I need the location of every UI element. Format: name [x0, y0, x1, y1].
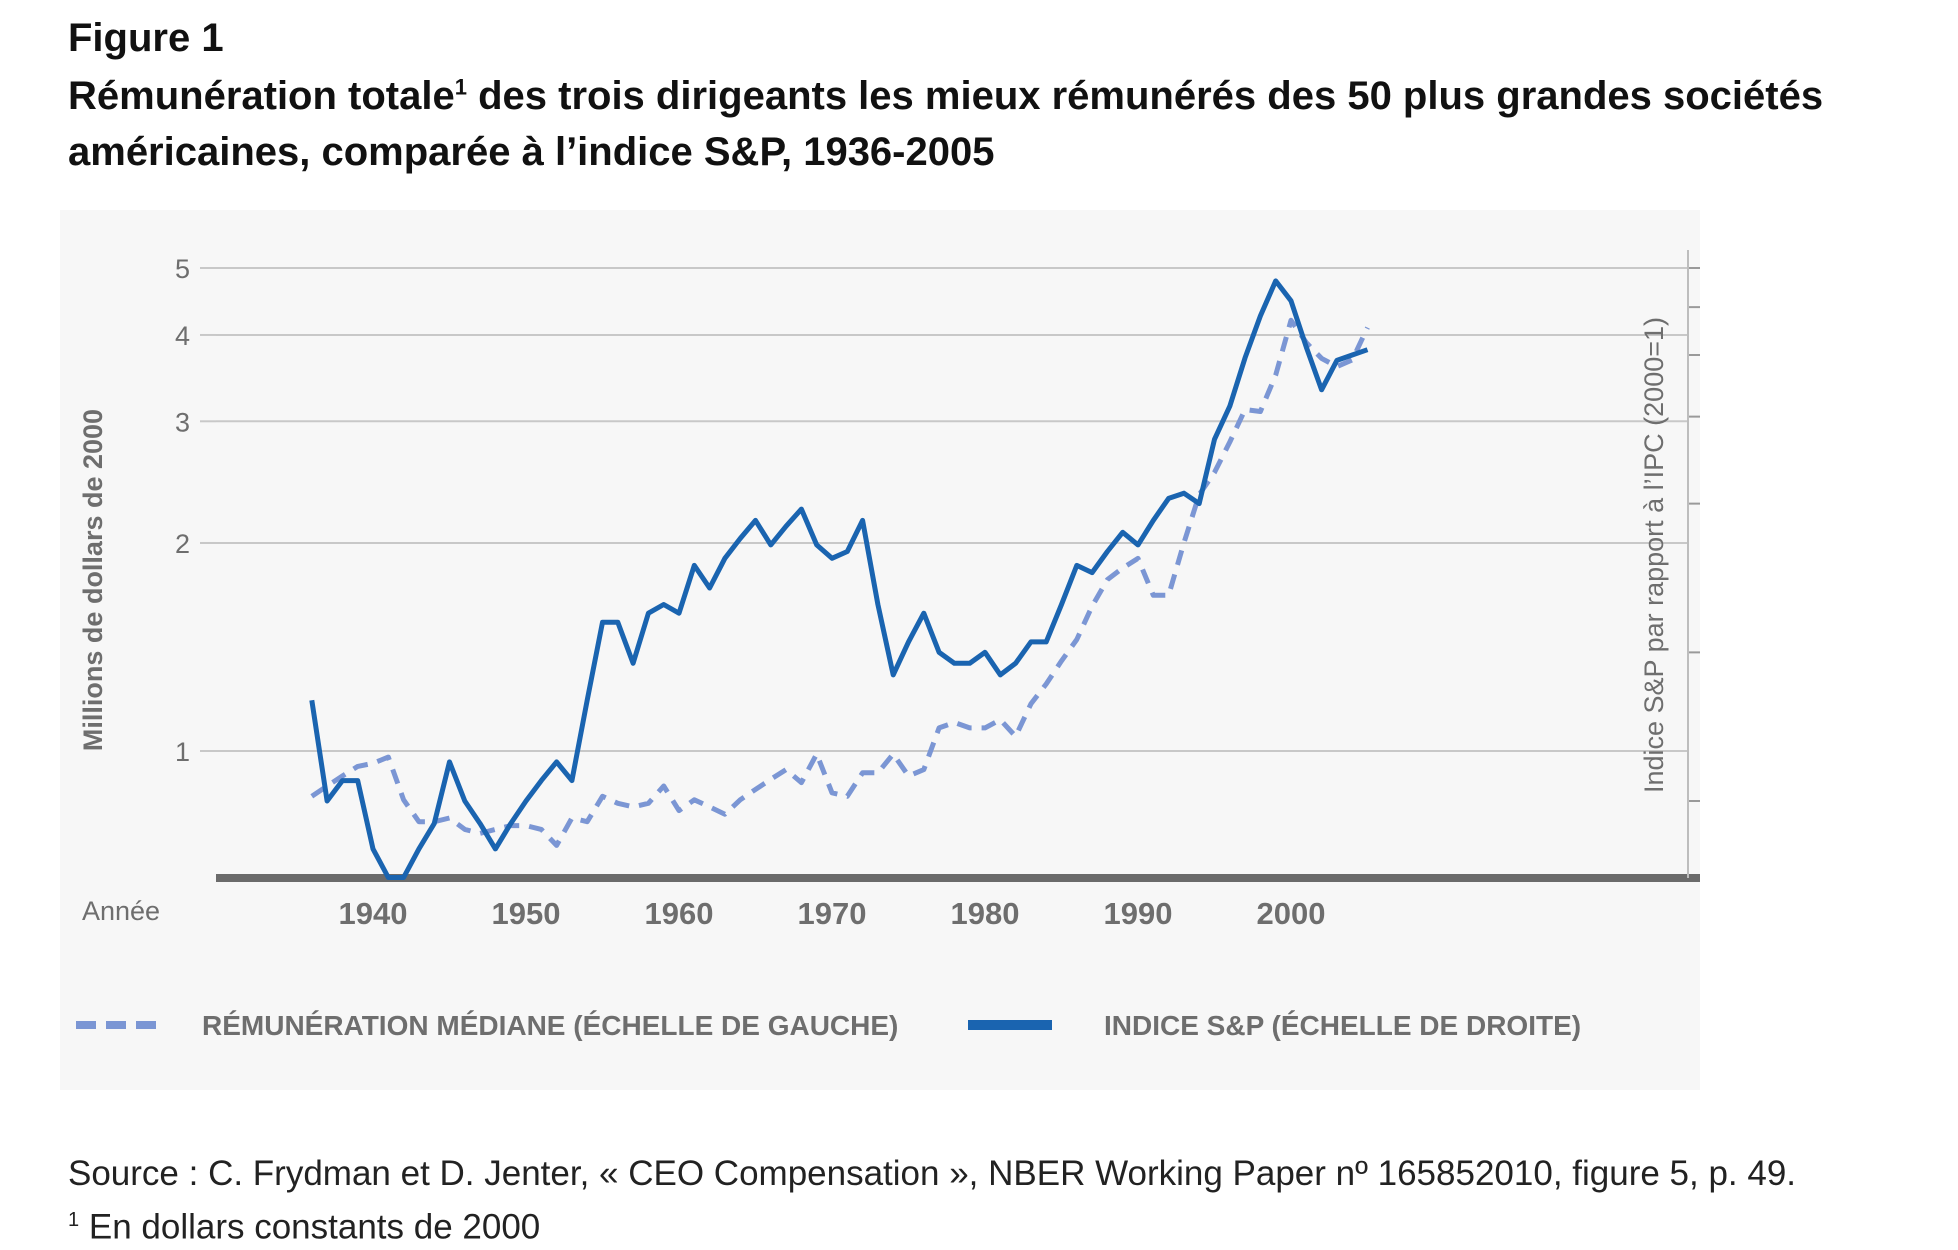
legend: RÉMUNÉRATION MÉDIANE (ÉCHELLE DE GAUCHE)…	[76, 1010, 1581, 1041]
x-axis-title: Année	[82, 896, 160, 926]
title-part-1: Rémunération totale	[68, 74, 455, 118]
footnote-text: En dollars constants de 2000	[79, 1207, 541, 1247]
chart-title: Rémunération totale1 des trois dirigeant…	[68, 68, 1828, 180]
x-tick-label-1950: 1950	[492, 896, 561, 931]
x-tick-label-1980: 1980	[951, 896, 1020, 931]
axis-titles: Millions de dollars de 2000 Indice S&P pa…	[78, 317, 1669, 793]
x-tick-label-1960: 1960	[645, 896, 714, 931]
median-compensation-line	[310, 317, 1370, 848]
left-tick-label-1: 1	[175, 737, 190, 767]
title-part-2: des trois dirigeants les mieux rémunérés…	[68, 74, 1824, 174]
x-tick-label-1990: 1990	[1104, 896, 1173, 931]
left-axis-title: Millions de dollars de 2000	[78, 409, 108, 751]
right-axis-title: Indice S&P par rapport à l’IPC (2000=1)	[1639, 317, 1669, 793]
left-axis: 1 2 3 4 5	[175, 254, 216, 767]
left-tick-label-3: 3	[175, 407, 190, 437]
title-footnote-marker: 1	[454, 74, 467, 100]
x-tick-label-2000: 2000	[1257, 896, 1326, 931]
source-note: Source : C. Frydman et D. Jenter, « CEO …	[68, 1154, 1797, 1193]
legend-label-sp: INDICE S&P (ÉCHELLE DE DROITE)	[1104, 1010, 1581, 1041]
left-tick-label-5: 5	[175, 254, 190, 284]
right-axis: 0.10.20.40.60.811.2	[1688, 267, 1700, 802]
figure-label: Figure 1	[68, 16, 224, 60]
left-tick-label-2: 2	[175, 529, 190, 559]
legend-label-median: RÉMUNÉRATION MÉDIANE (ÉCHELLE DE GAUCHE)	[202, 1010, 898, 1041]
footnote-marker: 1	[68, 1209, 80, 1231]
x-tick-label-1940: 1940	[339, 896, 408, 931]
chart-area: 1 2 3 4 5 0.10.20.40.60.811.2 Année 1940 1950 1…	[60, 210, 1700, 1090]
x-axis: Année 1940 1950 1960 1970 1980 1990 2000	[82, 896, 1325, 931]
sp-index-line	[309, 278, 1369, 880]
series-lines	[309, 278, 1370, 880]
gridlines	[216, 267, 1688, 752]
chart-svg: 1 2 3 4 5 0.10.20.40.60.811.2 Année 1940 1950 1…	[76, 250, 1700, 1041]
left-tick-label-4: 4	[175, 321, 190, 351]
footnote: 1 En dollars constants de 2000	[68, 1198, 540, 1250]
x-tick-label-1970: 1970	[798, 896, 867, 931]
